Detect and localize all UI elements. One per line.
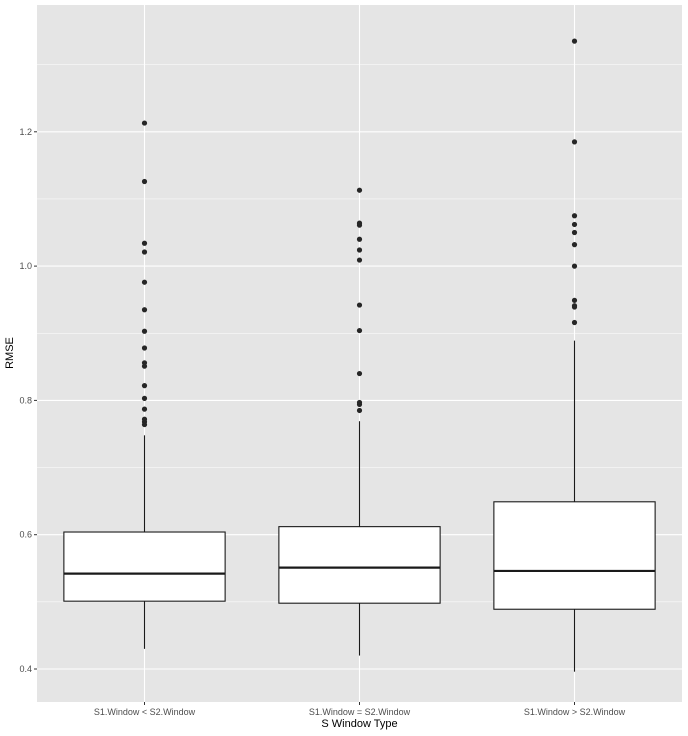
x-tick-label: S1.Window < S2.Window	[94, 707, 196, 717]
y-axis-title: RMSE	[4, 337, 16, 369]
outlier-point	[571, 139, 578, 145]
outlier-point	[141, 395, 148, 401]
outlier-point	[571, 297, 578, 303]
outlier-point	[356, 187, 363, 193]
outlier-point	[356, 302, 363, 308]
box-group	[278, 187, 441, 656]
outlier-point	[141, 307, 148, 313]
outlier-point	[141, 421, 148, 428]
y-tick-label: 0.6	[19, 530, 32, 540]
outlier-point	[141, 345, 148, 351]
box-iqr	[493, 501, 656, 610]
outlier-point	[141, 363, 148, 369]
outlier-point	[141, 249, 148, 255]
y-axis: 0.4 0.6 0.8 1.0 1.2	[19, 127, 37, 674]
y-tick-label: 0.8	[19, 395, 32, 405]
boxes	[63, 38, 656, 672]
outlier-point	[356, 401, 363, 408]
y-tick-label: 1.0	[19, 261, 32, 271]
outlier-point	[571, 304, 578, 310]
box-iqr	[278, 526, 441, 604]
x-axis: S1.Window < S2.Window S1.Window = S2.Wind…	[94, 702, 626, 717]
x-tick-label: S1.Window > S2.Window	[524, 707, 626, 717]
outlier-point	[141, 383, 148, 389]
outlier-point	[356, 222, 363, 228]
outlier-point	[571, 38, 578, 44]
outlier-point	[356, 370, 363, 377]
outlier-point	[571, 242, 578, 248]
outlier-point	[356, 257, 363, 263]
box-iqr	[63, 531, 226, 602]
outlier-point	[141, 178, 148, 185]
outlier-point	[141, 279, 148, 285]
outlier-point	[571, 213, 578, 219]
y-tick-label: 0.4	[19, 664, 32, 674]
x-axis-title: S Window Type	[321, 718, 397, 730]
outlier-point	[356, 247, 363, 253]
outlier-point	[356, 327, 363, 334]
outlier-point	[571, 263, 578, 269]
outlier-point	[571, 229, 578, 236]
box-group	[493, 38, 656, 672]
outlier-point	[141, 328, 148, 334]
x-tick-label: S1.Window = S2.Window	[309, 707, 411, 717]
y-tick-label: 1.2	[19, 127, 32, 137]
outlier-point	[141, 406, 148, 412]
outlier-point	[571, 221, 578, 228]
outlier-point	[141, 240, 148, 246]
outlier-point	[356, 407, 363, 414]
box-group	[63, 120, 226, 649]
outlier-point	[356, 236, 363, 242]
outlier-point	[571, 319, 578, 326]
outlier-point	[141, 120, 148, 126]
